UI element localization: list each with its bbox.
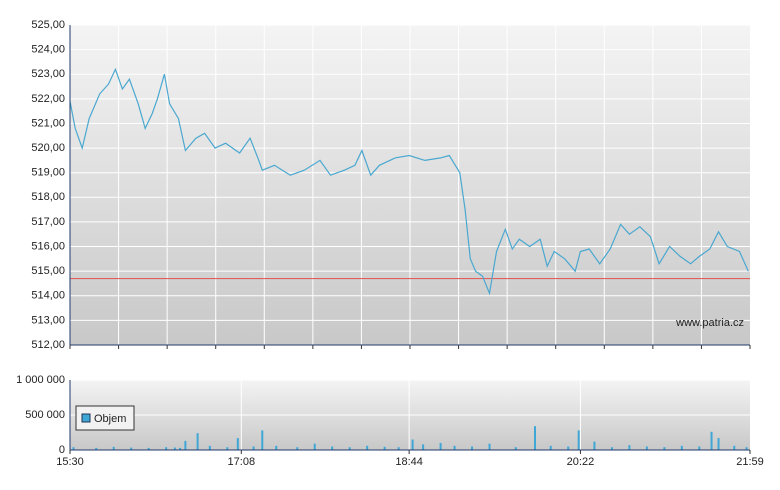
volume-bar: [173, 447, 176, 450]
y-tick-label: 525,00: [31, 19, 65, 31]
y-tick-label: 519,00: [31, 167, 65, 179]
y-tick-label: 517,00: [31, 216, 65, 228]
volume-bar: [733, 445, 736, 450]
volume-bar: [165, 447, 168, 450]
volume-bar: [628, 445, 631, 450]
volume-bar: [112, 446, 115, 450]
volume-bar: [179, 447, 182, 450]
volume-bar: [471, 446, 474, 450]
y-tick-label: 516,00: [31, 240, 65, 252]
legend-swatch: [81, 413, 91, 423]
volume-bar: [717, 438, 720, 450]
x-tick-label: 17:08: [228, 456, 256, 468]
y-tick-label: 1 000 000: [16, 374, 65, 386]
volume-bar: [593, 441, 596, 450]
volume-bar: [488, 443, 491, 450]
volume-bar: [366, 445, 369, 450]
y-tick-label: 500 000: [25, 409, 65, 421]
volume-bar: [549, 445, 552, 450]
volume-bar: [95, 447, 98, 450]
volume-bar: [275, 445, 278, 450]
volume-bar: [645, 446, 648, 450]
volume-bar: [196, 433, 199, 450]
volume-bar: [680, 445, 683, 450]
volume-bar: [72, 447, 75, 450]
volume-bar: [422, 444, 425, 450]
volume-bar: [296, 447, 299, 450]
volume-bar: [397, 447, 400, 450]
x-tick-label: 18:44: [395, 456, 423, 468]
y-tick-label: 0: [59, 444, 65, 456]
volume-bar: [533, 426, 536, 450]
y-tick-label: 512,00: [31, 339, 65, 351]
volume-bar: [208, 445, 211, 450]
volume-bar: [383, 446, 386, 450]
x-tick-label: 15:30: [56, 456, 84, 468]
volume-bar: [663, 447, 666, 450]
volume-bar: [147, 447, 150, 450]
volume-bar: [710, 431, 713, 450]
y-tick-label: 513,00: [31, 314, 65, 326]
y-tick-label: 522,00: [31, 93, 65, 105]
volume-bar: [313, 443, 316, 450]
volume-bar: [252, 446, 255, 450]
x-tick-label: 20:22: [567, 456, 595, 468]
volume-bar: [567, 446, 570, 450]
y-tick-label: 523,00: [31, 68, 65, 80]
x-tick-label: 21:59: [736, 456, 764, 468]
volume-bar: [439, 443, 442, 450]
y-tick-label: 514,00: [31, 290, 65, 302]
volume-bar: [577, 430, 580, 450]
y-tick-label: 521,00: [31, 117, 65, 129]
volume-bar: [514, 447, 517, 450]
y-tick-label: 518,00: [31, 191, 65, 203]
legend-label: Objem: [94, 413, 126, 425]
volume-bar: [331, 446, 334, 450]
volume-bar: [236, 438, 239, 450]
y-tick-label: 524,00: [31, 44, 65, 56]
price-line: [69, 67, 749, 296]
volume-bar: [453, 445, 456, 450]
volume-bar: [411, 439, 414, 450]
volume-bar: [610, 447, 613, 450]
volume-bar: [348, 447, 351, 450]
volume-bar: [261, 430, 264, 450]
y-tick-label: 515,00: [31, 265, 65, 277]
volume-bar: [130, 447, 133, 450]
volume-bar: [226, 447, 229, 450]
volume-bar: [184, 440, 187, 450]
watermark: www.patria.cz: [675, 317, 744, 329]
y-tick-label: 520,00: [31, 142, 65, 154]
volume-bar: [745, 447, 748, 450]
volume-bar: [698, 446, 701, 450]
